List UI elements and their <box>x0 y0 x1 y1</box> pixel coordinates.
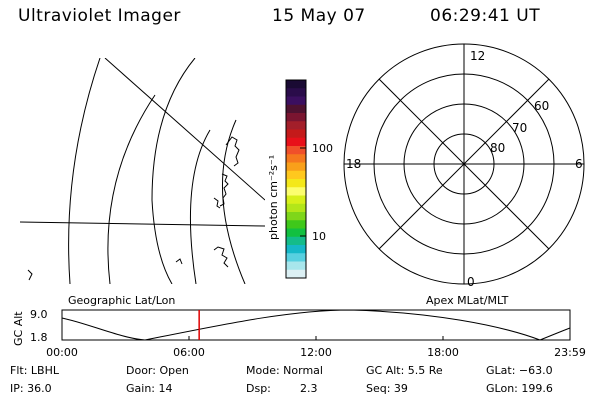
colorbar-swatch <box>286 170 306 180</box>
mode-info: Mode: Normal <box>246 364 323 377</box>
colorbar-swatch <box>286 146 306 155</box>
colorbar-swatch <box>286 187 306 196</box>
latitude-arc-5 <box>221 119 246 284</box>
altitude-curve <box>61 309 571 341</box>
dsp-label: Dsp: <box>246 382 271 395</box>
colorbar-swatch <box>286 154 306 163</box>
glat-info: GLat: −63.0 <box>486 364 553 377</box>
meridian-horizontal <box>20 221 265 227</box>
ip-info: IP: 36.0 <box>10 382 52 395</box>
observation-date: 15 May 07 <box>272 6 366 26</box>
instrument-title: Ultraviolet Imager <box>18 6 181 26</box>
seq-info: Seq: 39 <box>366 382 408 395</box>
colorbar-swatch <box>286 236 306 246</box>
x-tick-0600: 06:00 <box>173 346 205 359</box>
latitude-arc-2 <box>107 94 156 284</box>
polar-plot-label: Apex MLat/MLT <box>426 294 509 307</box>
colorbar-frame <box>285 79 307 279</box>
x-tick-1800: 18:00 <box>427 346 459 359</box>
colorbar-swatch <box>286 220 306 229</box>
latitude-arc-3 <box>151 58 196 284</box>
colorbar-unit-label: photon cm⁻²s⁻¹ <box>267 155 280 240</box>
colorbar-swatch <box>286 261 306 271</box>
altitude-y-max: 9.0 <box>30 308 48 321</box>
geographic-map <box>20 58 265 284</box>
colorbar-swatch <box>286 162 306 172</box>
altitude-y-min: 1.8 <box>30 331 48 344</box>
colorbar <box>285 79 307 279</box>
altitude-x-ticks <box>188 336 444 340</box>
altitude-plot-frame <box>61 309 571 341</box>
filter-info: Flt: LBHL <box>10 364 59 377</box>
colorbar-swatch <box>286 179 306 188</box>
colorbar-swatch <box>286 245 306 254</box>
polar-lat-80: 80 <box>490 141 505 155</box>
gc-alt-info: GC Alt: 5.5 Re <box>366 364 443 377</box>
colorbar-swatch <box>286 113 306 122</box>
colorbar-swatch <box>286 195 306 205</box>
colorbar-ticks <box>300 147 306 237</box>
gain-info: Gain: 14 <box>126 382 173 395</box>
coastline <box>27 136 240 281</box>
geo-map-label: Geographic Lat/Lon <box>68 294 176 307</box>
colorbar-swatch <box>286 121 306 130</box>
observation-time: 06:29:41 UT <box>430 6 541 26</box>
colorbar-swatch <box>286 203 306 213</box>
colorbar-tick-100: 100 <box>312 142 333 155</box>
altitude-y-label: GC Alt <box>12 311 25 346</box>
x-tick-1200: 12:00 <box>300 346 332 359</box>
polar-lat-60: 60 <box>534 99 549 113</box>
glon-info: GLon: 199.6 <box>486 382 553 395</box>
polar-label-18: 18 <box>346 157 361 171</box>
colorbar-swatch <box>286 129 306 139</box>
door-info: Door: Open <box>126 364 189 377</box>
colorbar-swatch <box>286 80 306 89</box>
x-tick-0000: 00:00 <box>46 346 78 359</box>
polar-lat-70: 70 <box>512 121 527 135</box>
latitude-arc-4 <box>189 129 211 284</box>
x-tick-2359: 23:59 <box>554 346 586 359</box>
colorbar-swatch <box>286 88 306 97</box>
dsp-value: 2.3 <box>300 382 318 395</box>
colorbar-tick-10: 10 <box>312 230 326 243</box>
colorbar-swatch <box>286 253 306 262</box>
colorbar-swatch <box>286 96 306 106</box>
meridian-diagonal <box>104 58 265 201</box>
latitude-arc-1 <box>68 58 101 284</box>
colorbar-swatch <box>286 269 306 279</box>
colorbar-swatch <box>286 104 306 114</box>
colorbar-swatch <box>286 212 306 221</box>
colorbar-swatch <box>286 228 306 238</box>
polar-label-12: 12 <box>470 49 485 63</box>
polar-label-6: 6 <box>575 157 583 171</box>
polar-label-0: 0 <box>467 275 475 289</box>
polar-plot <box>343 43 585 285</box>
colorbar-swatch <box>286 137 306 147</box>
polar-diagonal-2 <box>378 78 550 250</box>
